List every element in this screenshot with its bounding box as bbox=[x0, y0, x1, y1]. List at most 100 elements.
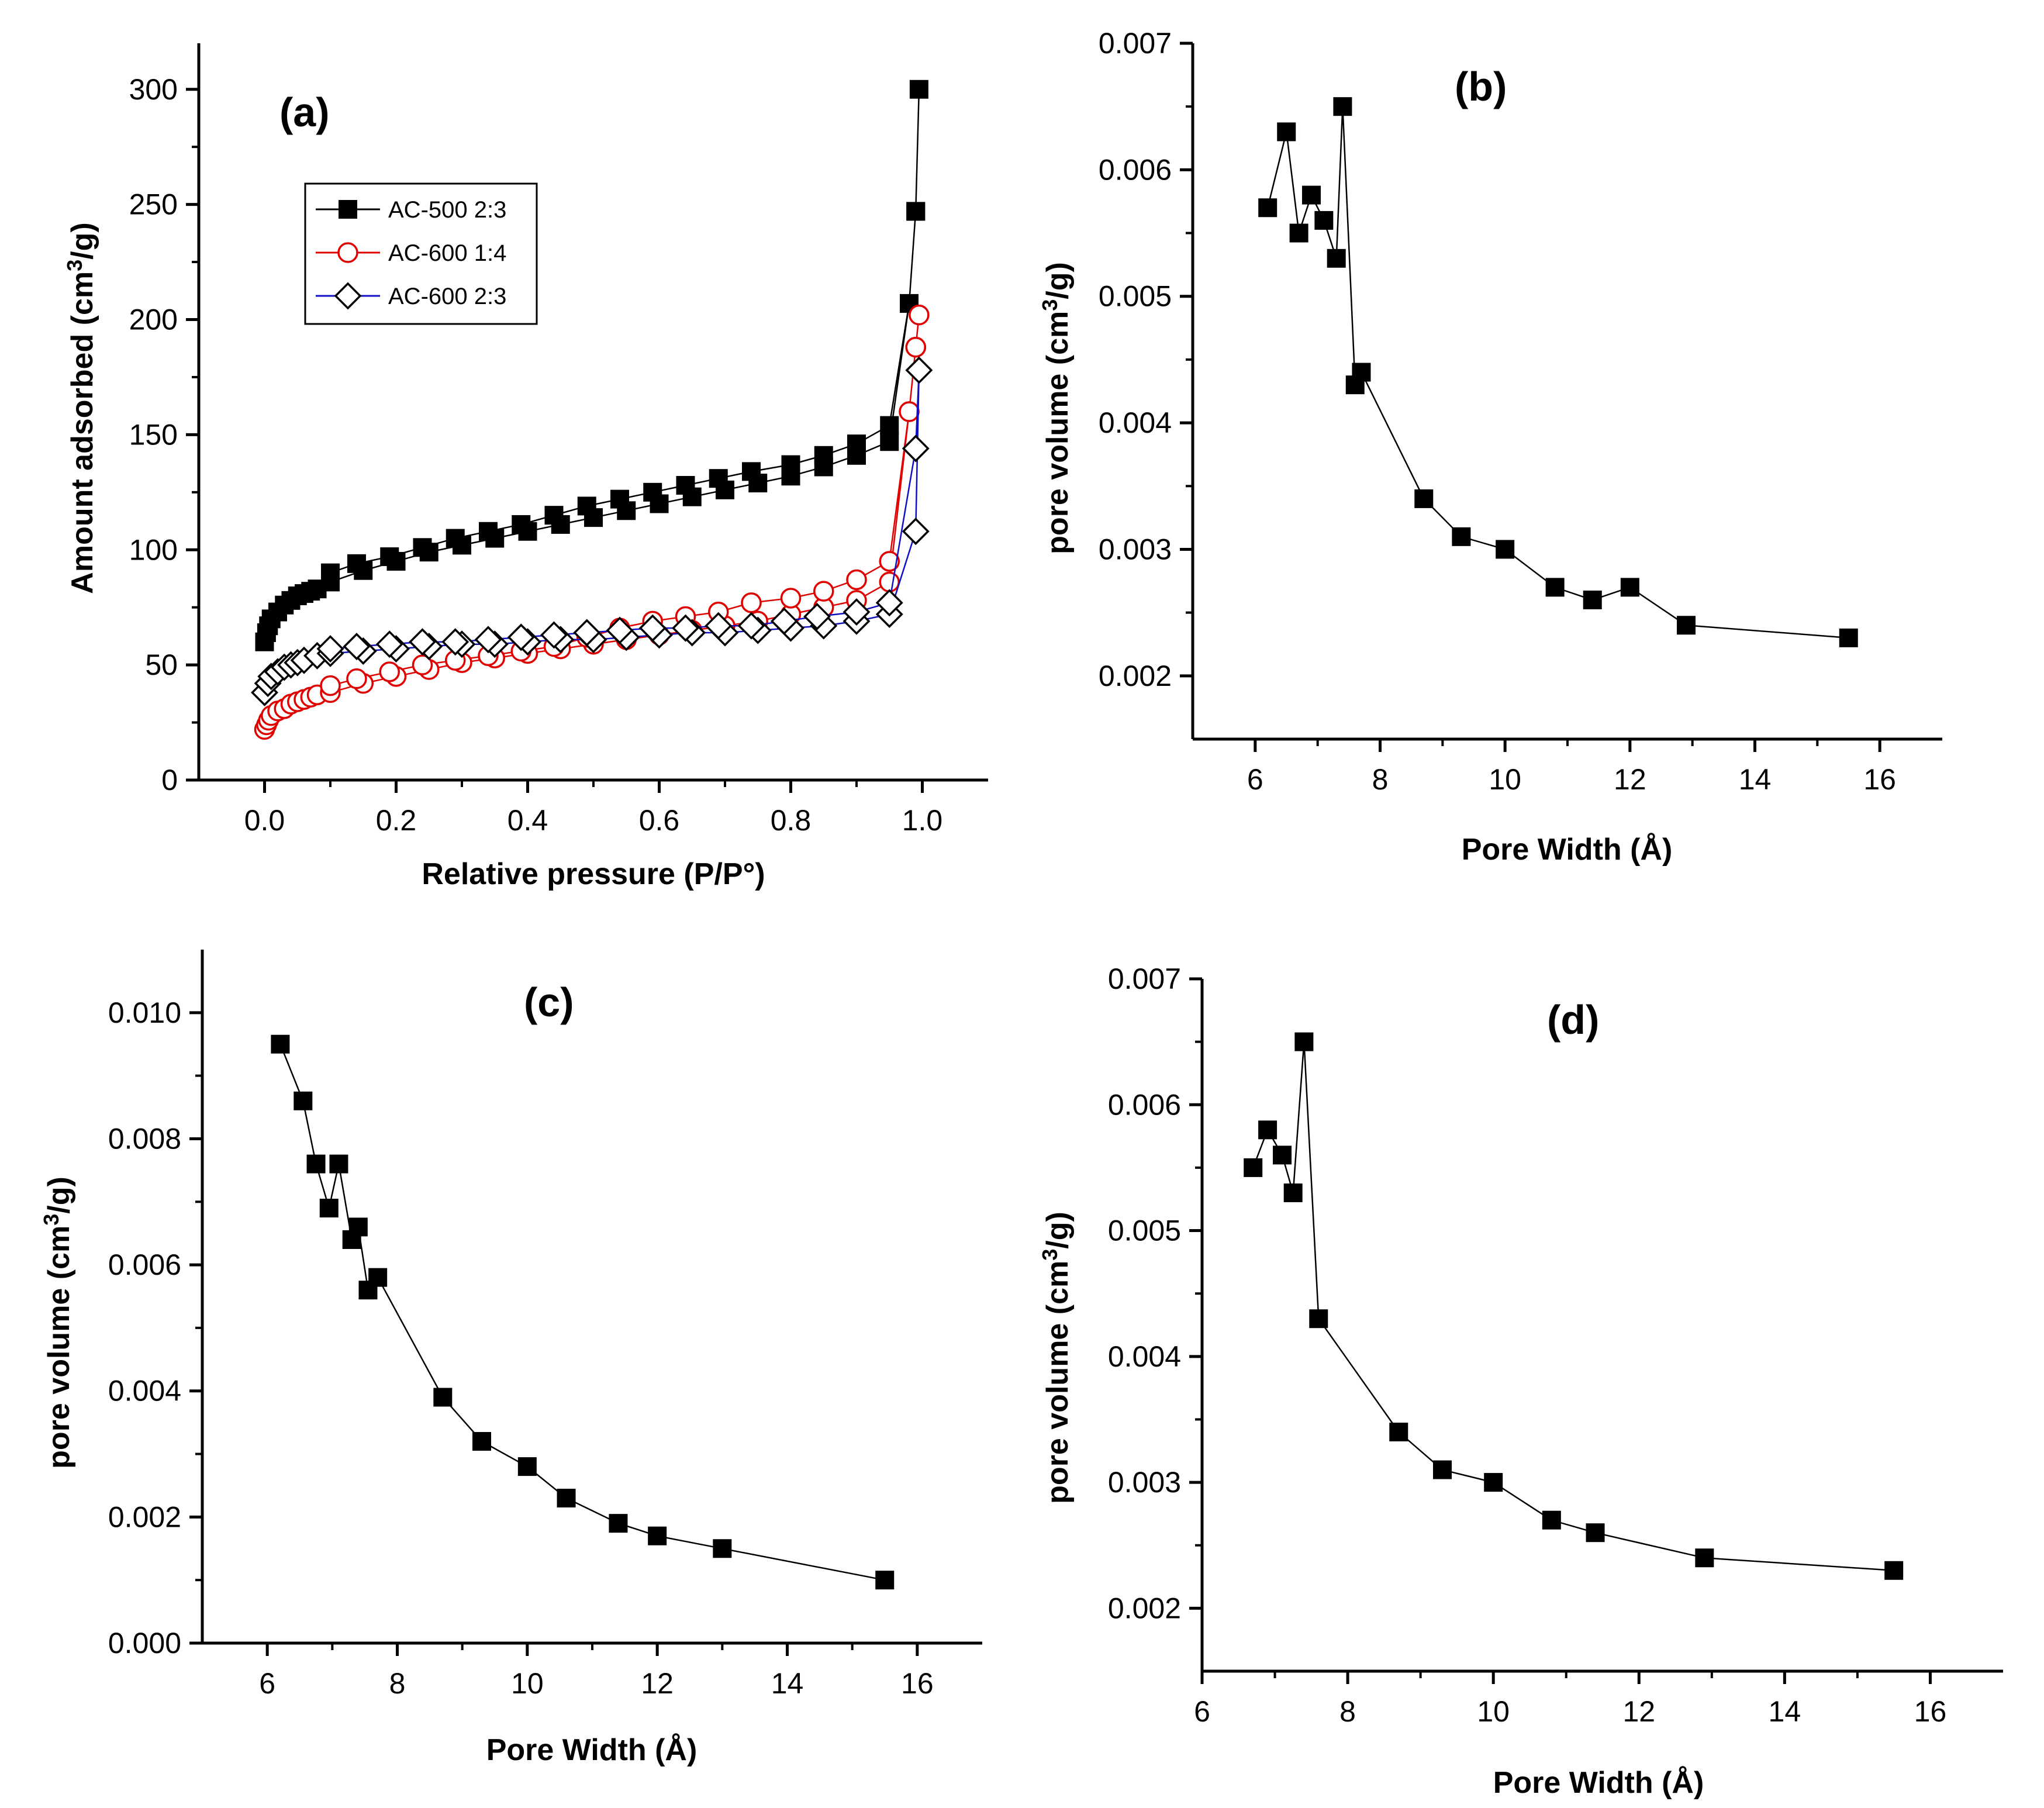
panel-a-series-2-point bbox=[540, 621, 568, 649]
panel-d-x-tick-label: 16 bbox=[1914, 1695, 1947, 1728]
panel-b-series-0-point bbox=[1620, 578, 1639, 597]
legend-entry: AC-600 2:3 bbox=[316, 282, 506, 310]
panel-a-x-tick-label: 1.0 bbox=[902, 804, 943, 837]
panel-a-y-tick-label: 100 bbox=[129, 533, 178, 566]
panel-a-y-tick-label: 300 bbox=[129, 73, 178, 106]
panel-a-y-tick-label: 150 bbox=[129, 418, 178, 451]
panel-d-series-0-line bbox=[1252, 1041, 1894, 1572]
panel-d: 6 8 10 12 14 16 0.002 0.003 0.004 0.005 0.006 0.007… bbox=[1038, 962, 2003, 1800]
panel-b-x-tick-label: 12 bbox=[1614, 763, 1646, 796]
panel-a-x-tick-label: 0.8 bbox=[771, 804, 812, 837]
panel-b-y-tick-label: 0.004 bbox=[1099, 406, 1172, 439]
panel-c-x-tick-label: 6 bbox=[259, 1667, 275, 1700]
legend-label: AC-500 2:3 bbox=[388, 197, 506, 223]
panel-a-series-1-point bbox=[905, 337, 926, 358]
panel-a-x-tick-label: 0.2 bbox=[376, 804, 417, 837]
legend: AC-500 2:3 AC-600 1:4 AC-600 2:3 bbox=[304, 182, 538, 325]
legend-marker bbox=[337, 242, 358, 263]
panel-d-series-0-point bbox=[1283, 1183, 1303, 1202]
panel-d-x-tick-label: 8 bbox=[1339, 1695, 1356, 1728]
panel-c-x-tick-label: 8 bbox=[389, 1667, 406, 1700]
panel-d-y-tick-label: 0.007 bbox=[1108, 962, 1181, 995]
panel-a-series-2-point bbox=[507, 623, 535, 651]
legend-marker bbox=[339, 200, 357, 219]
panel-a-x-tick-label: 0.0 bbox=[244, 804, 285, 837]
panel-a-series-2-point bbox=[902, 517, 930, 546]
panel-a-series-2-point bbox=[343, 633, 371, 661]
panel-a-y-tick-label: 200 bbox=[129, 303, 178, 336]
panel-d-series-0-point bbox=[1258, 1120, 1278, 1140]
panel-c-series-0-point bbox=[472, 1431, 492, 1451]
panel-a-x-tick-label: 0.4 bbox=[507, 804, 548, 837]
panel-b-series-0-point bbox=[1301, 185, 1321, 205]
panel-a-label: (a) bbox=[279, 89, 330, 135]
panel-a-series-2-point bbox=[737, 612, 765, 640]
panel-a-series-0-point bbox=[347, 554, 366, 573]
panel-b-series-0-point bbox=[1496, 540, 1515, 559]
panel-c-x-tick-label: 12 bbox=[641, 1667, 674, 1700]
panel-d-series-0-point bbox=[1484, 1473, 1503, 1492]
panel-c-series-0-point bbox=[329, 1154, 348, 1174]
panel-a-series-2-point bbox=[843, 598, 871, 626]
panel-d-y-tick-label: 0.002 bbox=[1108, 1592, 1181, 1624]
panel-a-series-1-point bbox=[379, 661, 400, 682]
legend-entry: AC-600 1:4 bbox=[316, 240, 506, 266]
panel-b-series-0-point bbox=[1352, 363, 1371, 382]
legend-label: AC-600 1:4 bbox=[388, 240, 506, 266]
panel-c-series-0-line bbox=[279, 1044, 885, 1581]
panel-c-series-0-point bbox=[609, 1514, 628, 1533]
panel-a-series-0-point bbox=[413, 538, 432, 557]
panel-a-series-2 bbox=[251, 356, 933, 706]
panel-c-x-tick-label: 16 bbox=[901, 1667, 934, 1700]
panel-b-series-0 bbox=[1258, 97, 1858, 647]
panel-b: 6 8 10 12 14 16 0.002 0.003 0.004 0.005 0.006 0.007… bbox=[1038, 27, 1942, 867]
panel-a-series-0-point bbox=[446, 529, 465, 548]
panel-a-series-1-point bbox=[879, 551, 900, 572]
panel-a-series-0-point bbox=[610, 489, 629, 509]
panel-a-series-2-point bbox=[474, 626, 502, 654]
panel-a-series-0-point bbox=[814, 446, 833, 465]
panel-a-series-1-point bbox=[346, 668, 367, 689]
panel-c-series-0-point bbox=[294, 1091, 313, 1110]
panel-d-x-tick-label: 10 bbox=[1477, 1695, 1510, 1728]
panel-b-y-tick-label: 0.007 bbox=[1099, 27, 1172, 60]
panel-a-series-2-point bbox=[875, 589, 903, 617]
panel-b-series-0-point bbox=[1452, 527, 1471, 546]
panel-a-series-1-point bbox=[320, 675, 341, 696]
panel-a-series-0-point bbox=[479, 522, 498, 541]
panel-a-series-0-point bbox=[321, 563, 340, 582]
panel-d-series-0-point bbox=[1542, 1510, 1561, 1530]
panel-a-series-0 bbox=[255, 80, 928, 651]
panel-a-series-0-point bbox=[577, 496, 596, 516]
panel-d-series-0-point bbox=[1884, 1561, 1904, 1580]
panel-c-series-0-point bbox=[648, 1526, 667, 1545]
panel-c-series-0-point bbox=[433, 1388, 453, 1407]
panel-c-y-tick-label: 0.002 bbox=[108, 1500, 181, 1533]
panel-c-label: (c) bbox=[524, 979, 574, 1025]
panel-d-y-axis-title: pore volume (cm3/g) bbox=[1038, 1212, 1075, 1504]
legend-label: AC-600 2:3 bbox=[388, 284, 506, 309]
panel-d-series-0-point bbox=[1695, 1548, 1714, 1568]
panel-d-series-0-point bbox=[1294, 1032, 1314, 1051]
legend-marker bbox=[334, 282, 362, 310]
panel-a: 0.0 0.2 0.4 0.6 0.8 1.0 0 50 100 150 200 250 300 (a)… bbox=[63, 43, 988, 891]
panel-c-series-0-point bbox=[368, 1268, 388, 1287]
panel-a-y-tick-label: 250 bbox=[129, 188, 178, 221]
panel-a-series-0-point bbox=[643, 482, 662, 502]
panel-b-series-0-point bbox=[1333, 97, 1352, 116]
panel-a-series-2-point bbox=[606, 616, 634, 644]
panel-c-y-axis-title: pore volume (cm3/g) bbox=[39, 1176, 76, 1469]
panel-b-series-0-point bbox=[1289, 223, 1308, 243]
panel-c: 6 8 10 12 14 16 0.000 0.002 0.004 0.006 0.008 0.010… bbox=[39, 950, 982, 1767]
legend-entry: AC-500 2:3 bbox=[316, 197, 506, 223]
panel-b-label: (b) bbox=[1455, 64, 1507, 109]
panel-c-x-axis-title: Pore Width (Å) bbox=[486, 1733, 698, 1767]
panel-d-x-tick-label: 12 bbox=[1622, 1695, 1655, 1728]
panel-c-y-tick-label: 0.008 bbox=[108, 1122, 181, 1155]
panel-c-series-0-point bbox=[557, 1489, 576, 1508]
panel-a-series-0-point bbox=[544, 506, 564, 525]
panel-b-y-tick-label: 0.006 bbox=[1099, 153, 1172, 186]
panel-b-series-0-point bbox=[1327, 249, 1346, 268]
panel-c-series-0-point bbox=[271, 1034, 290, 1054]
